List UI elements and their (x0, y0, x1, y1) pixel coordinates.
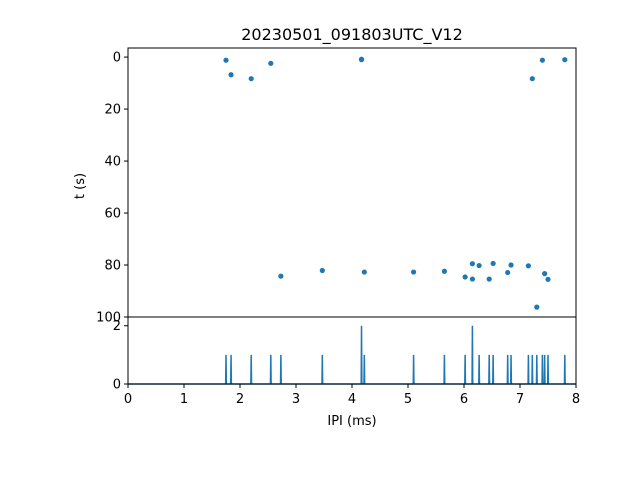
scatter-point (542, 271, 548, 277)
scatter-point (545, 276, 551, 282)
scatter-point (223, 57, 229, 63)
scatter-point (562, 57, 568, 63)
scatter-axes: 0 20 40 60 80 100 t (s) (73, 47, 577, 326)
scatter-point (469, 261, 475, 267)
scatter-point (462, 274, 468, 280)
scatter-point (228, 72, 234, 78)
scatter-point (525, 263, 532, 269)
scatter-point (411, 269, 417, 275)
histogram-x-tick-label: 3 (292, 392, 300, 407)
histogram-x-tick-label: 2 (236, 392, 244, 407)
chart-title: 20230501_091803UTC_V12 (241, 25, 463, 45)
scatter-y-tick-label: 100 (96, 311, 121, 326)
scatter-point (505, 269, 511, 276)
scatter-y-tick-label: 0 (113, 51, 121, 66)
scatter-y-tick-label: 40 (104, 155, 121, 170)
scatter-point (539, 57, 546, 63)
scatter-point (361, 269, 367, 275)
scatter-point (469, 276, 475, 282)
histogram-x-tick-label: 1 (180, 392, 188, 407)
scatter-point (529, 76, 535, 82)
histogram-x-tick-label: 6 (460, 392, 468, 407)
scatter-point (490, 260, 496, 267)
scatter-point (268, 60, 274, 66)
histogram-x-tick-label: 8 (572, 392, 580, 407)
histogram-y-ticks: 02 (113, 319, 128, 393)
scatter-point (358, 57, 365, 63)
scatter-point (278, 273, 284, 279)
scatter-y-ticks: 0 20 40 60 80 100 (96, 51, 128, 326)
histogram-axes-frame (127, 316, 577, 385)
histogram-x-tick-label: 0 (124, 392, 132, 407)
scatter-point (508, 262, 514, 268)
scatter-y-label: t (s) (73, 173, 88, 199)
histogram-y-tick-label: 2 (113, 319, 121, 334)
scatter-point (534, 304, 540, 310)
histogram-x-tick-label: 7 (516, 392, 524, 407)
histogram-x-tick-label: 5 (404, 392, 412, 407)
histogram-y-tick-label: 0 (113, 378, 121, 393)
scatter-y-tick-label: 60 (104, 207, 121, 222)
scatter-point (441, 268, 447, 274)
scatter-point (486, 276, 492, 282)
histogram-x-tick-label: 4 (348, 392, 356, 407)
scatter-y-tick-label: 80 (104, 259, 121, 274)
scatter-point (476, 262, 482, 269)
scatter-points (223, 56, 568, 310)
histogram-x-ticks: 0 1 2 3 4 5 6 7 8 (124, 384, 580, 407)
scatter-y-tick-label: 20 (104, 103, 121, 118)
histogram-x-label: IPI (ms) (327, 414, 376, 429)
scatter-point (248, 76, 254, 82)
scatter-point (319, 267, 325, 274)
